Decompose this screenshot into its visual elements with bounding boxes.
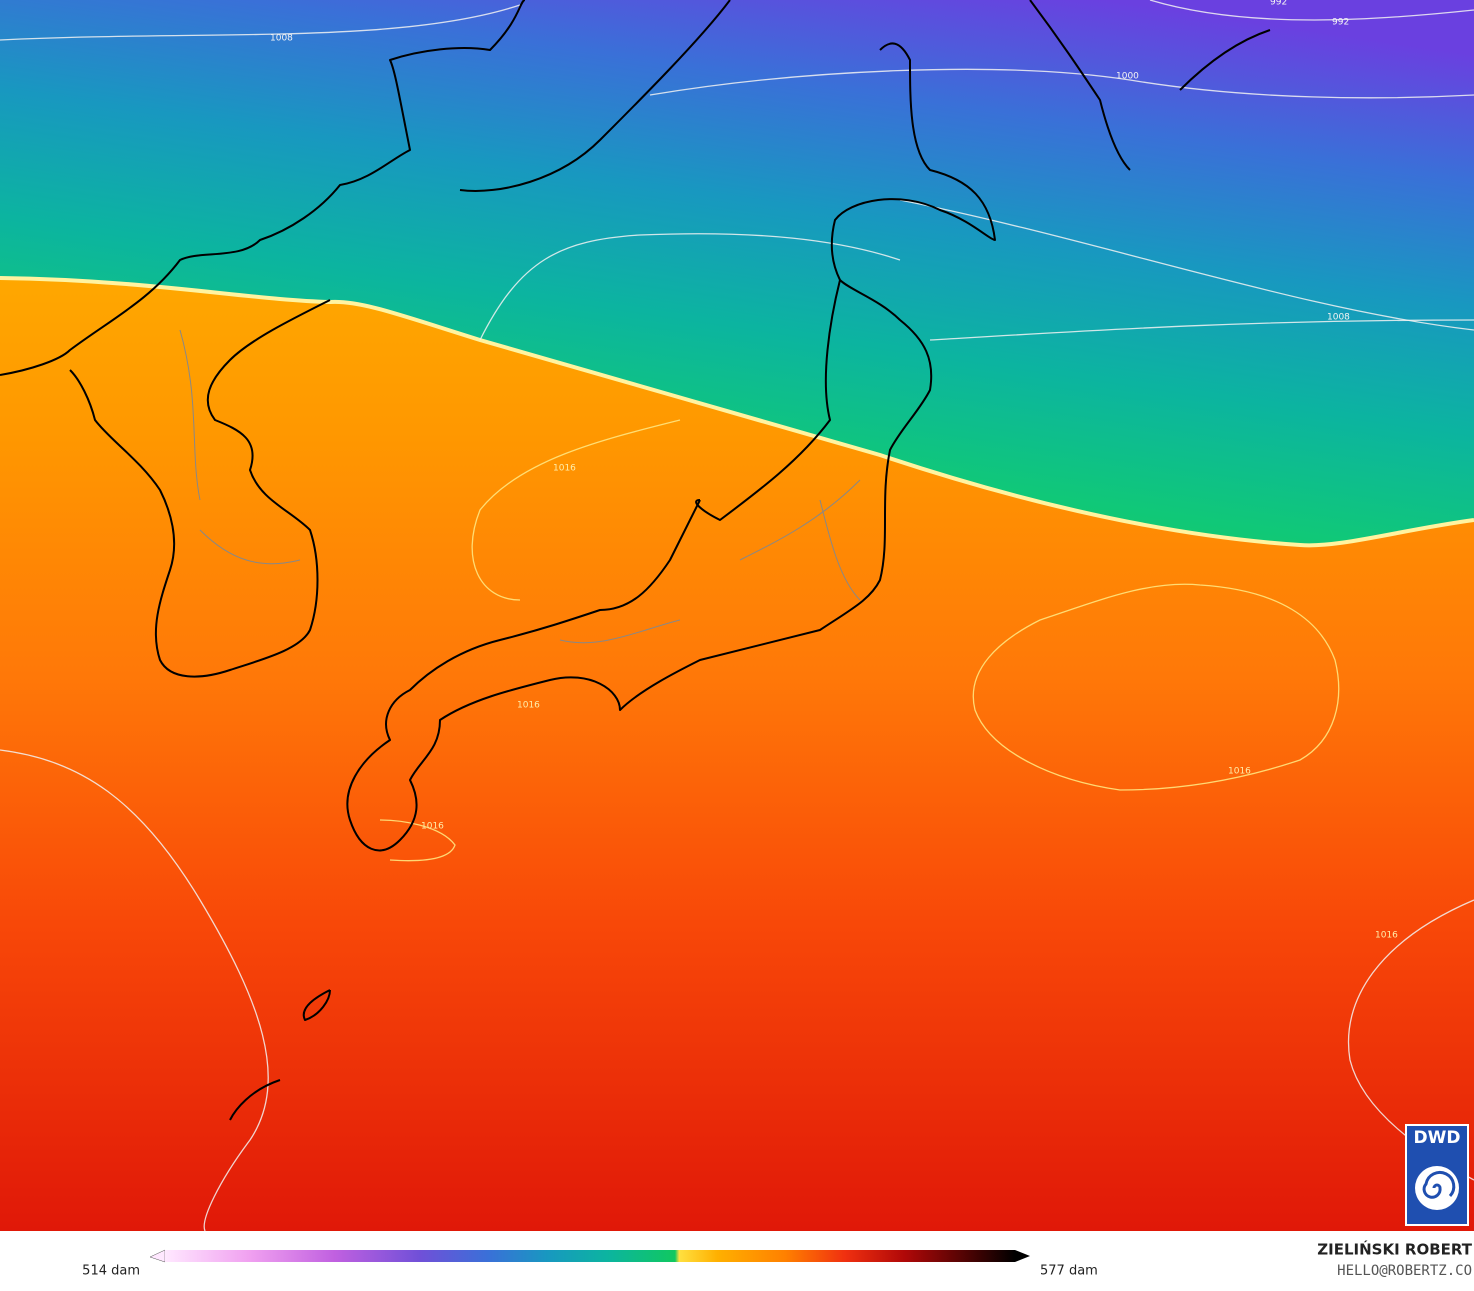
isobar-label: 1008 xyxy=(1327,313,1350,323)
isobar-labels: 992 992 1000 1008 1008 1016 1016 1016 10… xyxy=(270,0,1398,941)
author: ZIELIŃSKI ROBERT xyxy=(1317,1240,1472,1259)
map-field: 992 992 1000 1008 1008 1016 1016 1016 10… xyxy=(0,0,1474,1232)
colorbar-min-label: 514 dam xyxy=(82,1264,140,1279)
isobar-label: 1016 xyxy=(553,464,576,474)
coastlines xyxy=(0,0,1271,1121)
isobar-label: 992 xyxy=(1332,18,1349,28)
logo-text: DWD xyxy=(1414,1128,1461,1148)
colorbar: 514 dam 577 dam xyxy=(82,1249,1098,1279)
front-line xyxy=(0,276,1474,548)
cold-field xyxy=(0,0,1474,546)
contact: HELLO@ROBERTZ.CO xyxy=(1337,1263,1472,1279)
isobar-label: 1016 xyxy=(421,822,444,832)
isobar-label: 1016 xyxy=(517,701,540,711)
colorbar-max-label: 577 dam xyxy=(1040,1264,1098,1279)
isobar-label: 1016 xyxy=(1375,931,1398,941)
isobar-label: 992 xyxy=(1270,0,1287,8)
isobar-label: 1008 xyxy=(270,34,293,44)
admin-borders xyxy=(179,329,861,644)
isobar-label: 1000 xyxy=(1116,72,1139,82)
isobar-label: 1016 xyxy=(1228,767,1251,777)
dwd-logo: DWD xyxy=(1405,1124,1469,1226)
colorbar-ramp xyxy=(165,1250,1015,1262)
isobars xyxy=(0,0,1474,1232)
